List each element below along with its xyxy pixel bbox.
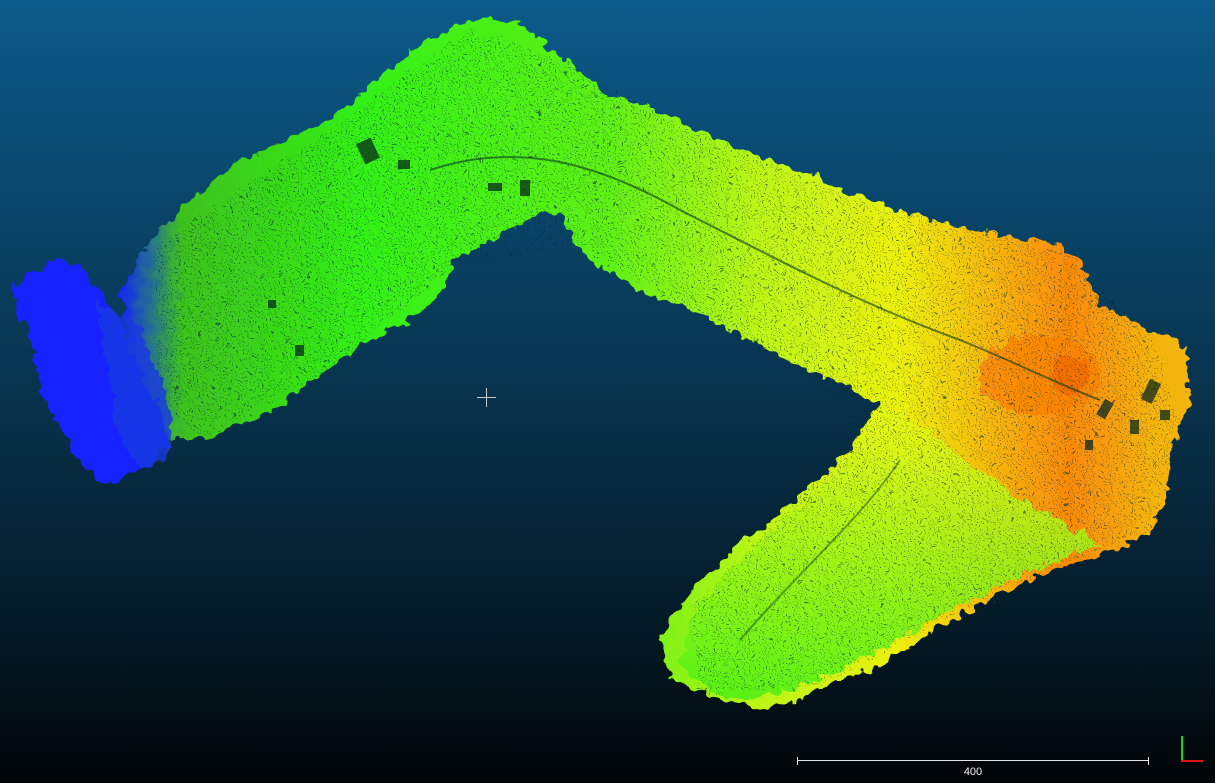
scale-bar — [797, 757, 1149, 765]
scale-bar-label: 400 — [963, 766, 983, 778]
axis-trihedron-icon — [1177, 736, 1203, 764]
road-trace-lower — [739, 459, 901, 641]
crosshair-icon — [477, 388, 496, 407]
cloud-features — [268, 137, 1170, 450]
road-trace — [429, 155, 1101, 401]
point-density-texture — [150, 30, 1180, 695]
